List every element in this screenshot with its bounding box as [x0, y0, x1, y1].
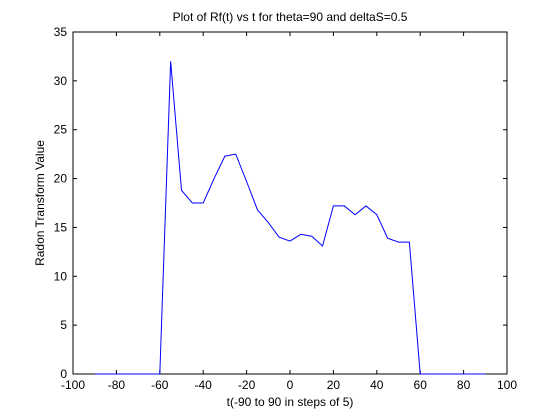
x-tick-label: 40: [370, 378, 384, 392]
y-tick-label: 30: [54, 74, 68, 88]
x-tick-label: -100: [61, 378, 85, 392]
chart-title: Plot of Rf(t) vs t for theta=90 and delt…: [173, 10, 408, 24]
x-axis-title: t(-90 to 90 in steps of 5): [227, 395, 354, 409]
x-tick-label: -80: [108, 378, 126, 392]
y-tick-label: 5: [60, 318, 67, 332]
y-tick-label: 25: [54, 123, 68, 137]
x-tick-label: 60: [414, 378, 428, 392]
y-tick-label: 15: [54, 220, 68, 234]
x-tick-label: -60: [151, 378, 169, 392]
plot-area: [72, 31, 508, 375]
data-series: [94, 61, 486, 375]
axis-tick-labels: -100 -80 -60 -40 -20 0 20 40 60 80 100 0 5 10 15 20 25 30…: [54, 25, 518, 392]
y-tick-label: 35: [54, 25, 68, 39]
x-tick-label: -40: [195, 378, 213, 392]
series-line: [94, 61, 486, 375]
x-tick-label: 100: [497, 378, 517, 392]
x-tick-label: 20: [327, 378, 341, 392]
x-tick-label: 0: [287, 378, 294, 392]
y-axis-title: Radon Transform Value: [33, 140, 47, 266]
y-tick-label: 20: [54, 172, 68, 186]
x-tick-label: 80: [457, 378, 471, 392]
y-tick-label: 10: [54, 269, 68, 283]
axis-ticks: [72, 31, 508, 375]
x-tick-label: -20: [238, 378, 256, 392]
y-tick-label: 0: [60, 367, 67, 381]
